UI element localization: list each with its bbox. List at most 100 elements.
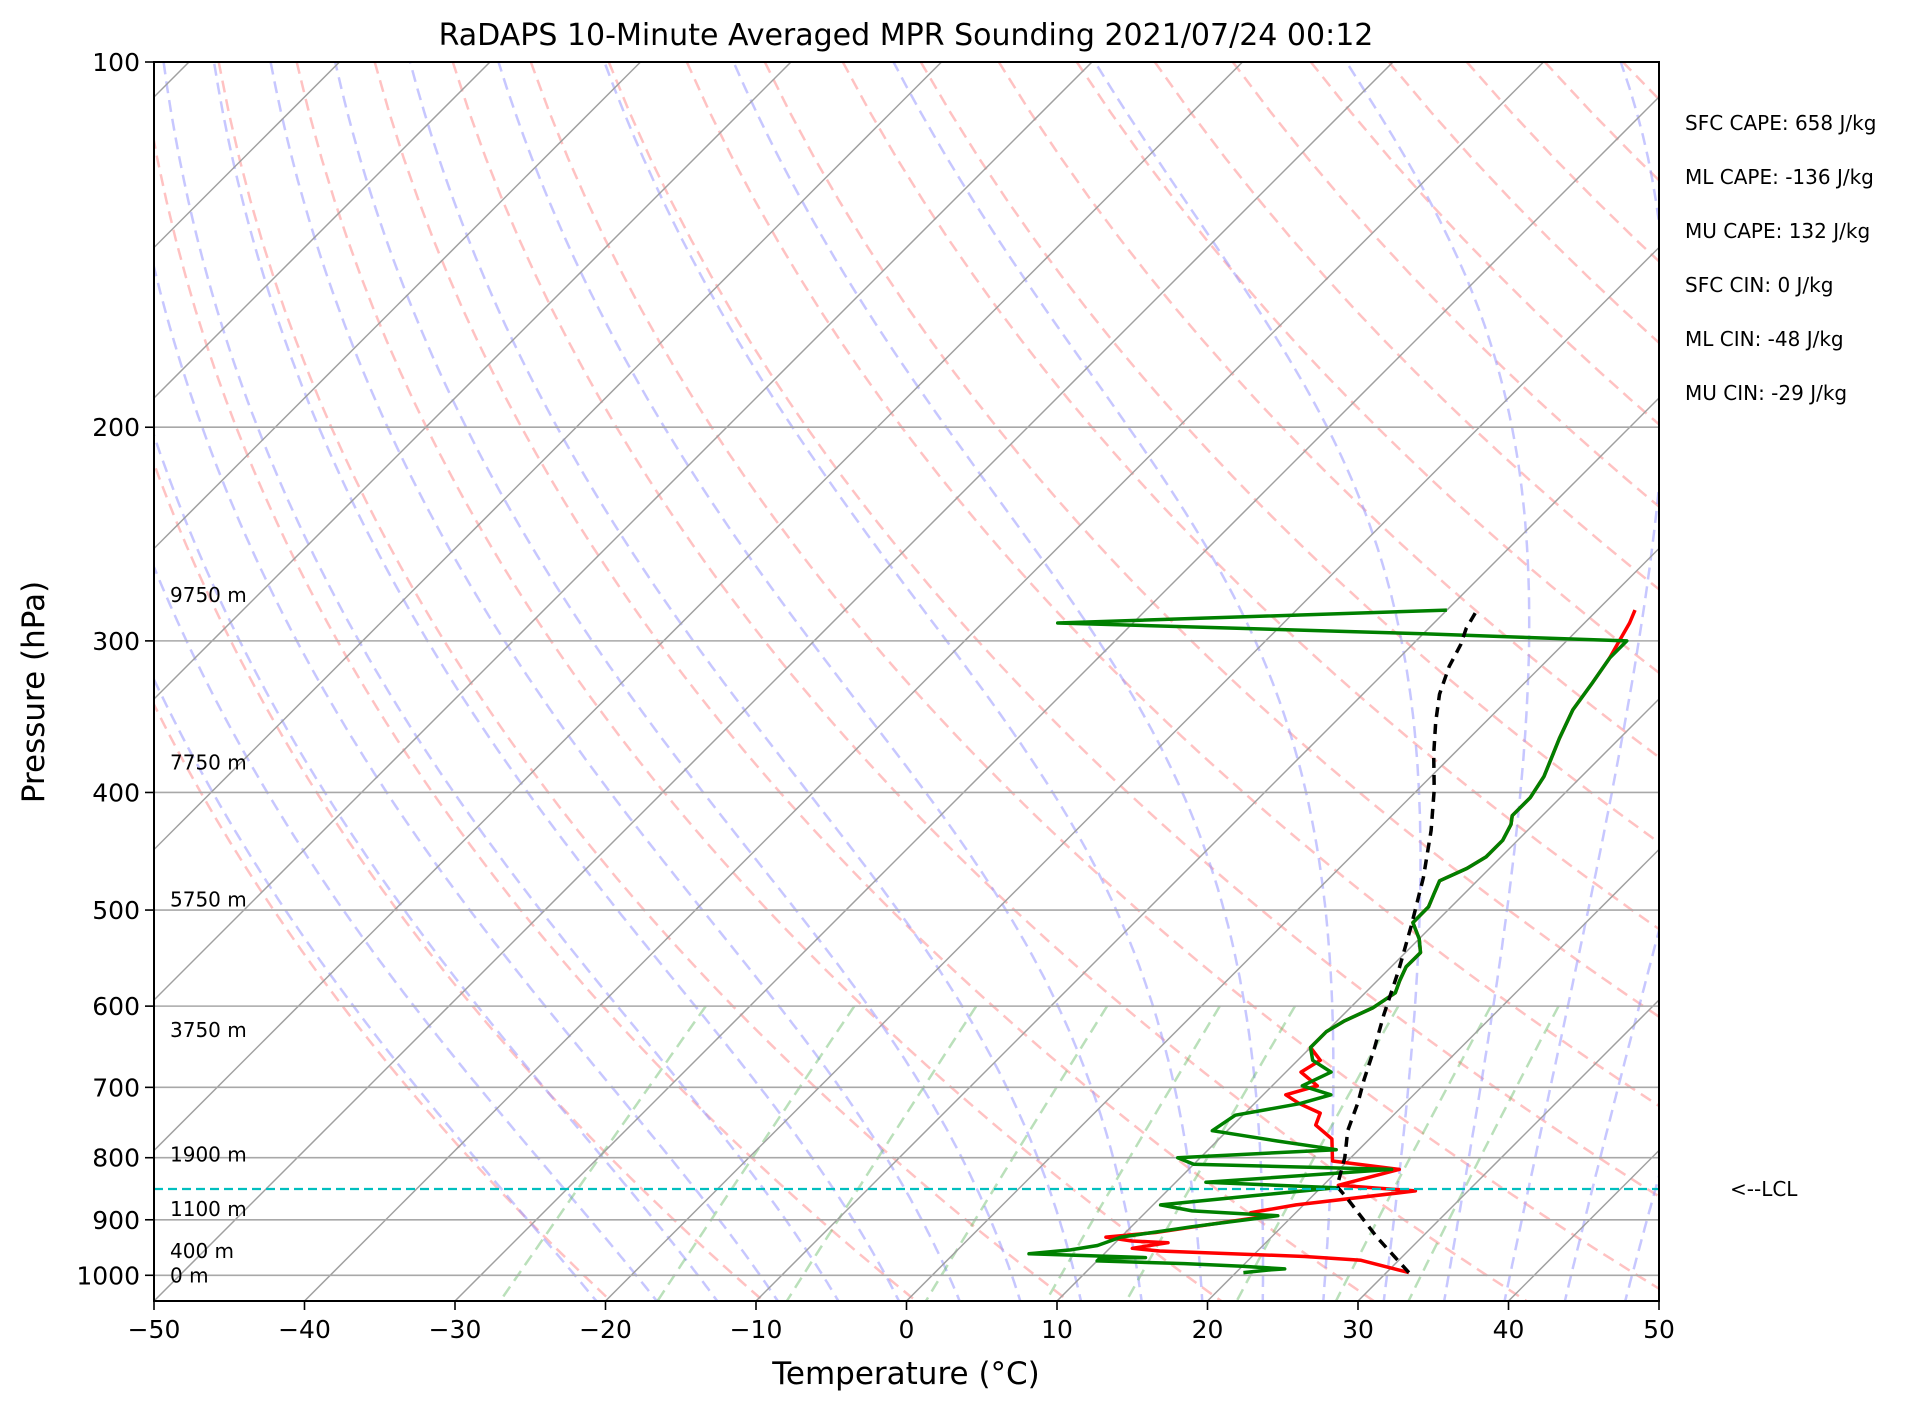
- dry-adiabat: [529, 62, 1659, 1291]
- y-tick-label: 900: [92, 1206, 140, 1235]
- dry-adiabat: [607, 62, 1659, 1198]
- moist-adiabat: [154, 431, 719, 1301]
- isotherm: [154, 62, 642, 550]
- x-tick-label: −50: [128, 1315, 181, 1344]
- mixing-ratio-line: [1044, 1005, 1221, 1301]
- x-tick-label: −40: [278, 1315, 331, 1344]
- y-tick-label: 400: [92, 778, 140, 807]
- isotherm: [1357, 998, 1659, 1301]
- dry-adiabat: [1153, 62, 1659, 591]
- x-axis-ticks: −50 −40 −30 −20 −10 0 10 20 30 40 50: [128, 1301, 1675, 1344]
- dry-adiabat: [1701, 62, 1911, 1306]
- dry-adiabat: [1231, 62, 1659, 509]
- moist-adiabat: [732, 62, 1265, 1301]
- dewpoint-line: [1027, 608, 1629, 1275]
- mixing-ratio-line: [1407, 1005, 1560, 1301]
- y-tick-label: 200: [92, 413, 140, 442]
- y-tick-label: 800: [92, 1144, 140, 1173]
- dry-adiabat: [154, 134, 919, 1301]
- moist-adiabat: [154, 261, 780, 1301]
- height-label: 7750 m: [170, 751, 247, 775]
- isotherm: [154, 62, 792, 701]
- isotherm: [755, 396, 1659, 1301]
- height-label: 9750 m: [170, 583, 247, 607]
- dry-adiabat: [1465, 62, 1659, 263]
- isotherm: [454, 95, 1659, 1301]
- mixing-ratio-line: [1124, 1005, 1297, 1301]
- y-axis-ticks: 100 200 300 400 500 600 700 800 900 1000: [76, 48, 154, 1290]
- y-tick-label: 600: [92, 992, 140, 1021]
- parcel-line: [1335, 609, 1479, 1274]
- dry-adiabat: [1779, 62, 1911, 1306]
- height-label: 3750 m: [170, 1018, 247, 1042]
- stability-annotation: ML CAPE: -136 J/kg: [1685, 165, 1874, 189]
- isotherm: [154, 62, 491, 400]
- y-tick-label: 300: [92, 627, 140, 656]
- stability-annotation: ML CIN: -48 J/kg: [1685, 327, 1844, 351]
- stability-annotation: MU CIN: -29 J/kg: [1685, 381, 1847, 405]
- mixing-ratio-line: [924, 1005, 1109, 1301]
- dry-adiabat: [1075, 62, 1659, 675]
- x-tick-label: 40: [1493, 1315, 1525, 1344]
- moist-adiabat: [1503, 62, 1659, 1301]
- chart-title: RaDAPS 10-Minute Averaged MPR Sounding 2…: [439, 18, 1374, 53]
- isotherm: [154, 62, 1093, 1002]
- moist-adiabat: [1623, 1171, 1659, 1301]
- x-tick-label: −30: [429, 1315, 482, 1344]
- pressure-gridlines: [154, 61, 1659, 1277]
- dry-adiabat: [763, 62, 1659, 1019]
- moist-adiabat: [408, 62, 1083, 1301]
- x-tick-label: 20: [1192, 1315, 1224, 1344]
- stability-annotation: MU CAPE: 132 J/kg: [1685, 219, 1870, 243]
- dry-adiabat: [1543, 62, 1659, 182]
- data-lines: [154, 608, 1659, 1275]
- x-tick-label: −20: [579, 1315, 632, 1344]
- isotherm: [1658, 1299, 1659, 1301]
- mixing-ratio-line: [1334, 1005, 1492, 1301]
- isotherm: [905, 547, 1659, 1301]
- isotherm: [1507, 1149, 1659, 1301]
- height-label: 400 m: [170, 1239, 234, 1263]
- y-tick-label: 1000: [76, 1261, 140, 1290]
- dry-adiabat: [217, 62, 1071, 1301]
- x-tick-label: 10: [1041, 1315, 1073, 1344]
- mixing-ratio-line: [498, 1005, 707, 1301]
- stability-annotation: SFC CIN: 0 J/kg: [1685, 273, 1833, 297]
- background-lines: [154, 62, 1911, 1306]
- x-axis-label: Temperature (°C): [771, 1356, 1040, 1392]
- isotherm: [154, 62, 943, 851]
- dry-adiabat: [1621, 62, 1659, 102]
- mixing-ratio-line: [1235, 1005, 1400, 1301]
- moist-adiabat: [1093, 62, 1422, 1301]
- height-label: 1900 m: [170, 1142, 247, 1166]
- x-tick-label: 0: [899, 1315, 915, 1344]
- height-label: 0 m: [170, 1263, 209, 1287]
- moist-adiabat: [154, 676, 599, 1301]
- isotherm: [604, 246, 1659, 1301]
- dry-adiabat: [1387, 62, 1659, 345]
- x-tick-label: −10: [730, 1315, 783, 1344]
- mixing-ratio-line: [656, 1005, 856, 1301]
- dry-adiabat: [919, 62, 1659, 845]
- y-tick-label: 500: [92, 896, 140, 925]
- lcl-label: <--LCL: [1730, 1177, 1798, 1201]
- isotherm: [1206, 848, 1659, 1301]
- height-label: 5750 m: [170, 887, 247, 911]
- moist-adiabat: [269, 62, 962, 1301]
- isotherm: [303, 62, 1545, 1301]
- x-tick-label: 30: [1342, 1315, 1374, 1344]
- isotherm: [154, 62, 1244, 1152]
- y-tick-label: 700: [92, 1073, 140, 1102]
- mixing-ratio-line: [785, 1005, 978, 1301]
- y-axis-label: Pressure (hPa): [16, 581, 52, 803]
- stability-annotations: SFC CAPE: 658 J/kg ML CAPE: -136 J/kg MU C…: [1685, 111, 1876, 405]
- isotherm: [154, 62, 1394, 1301]
- y-tick-label: 100: [92, 48, 140, 77]
- x-tick-label: 50: [1643, 1315, 1675, 1344]
- isotherm: [1056, 697, 1659, 1301]
- moist-adiabat: [497, 62, 1143, 1301]
- stability-annotation: SFC CAPE: 658 J/kg: [1685, 111, 1876, 135]
- moist-adiabat: [892, 62, 1335, 1301]
